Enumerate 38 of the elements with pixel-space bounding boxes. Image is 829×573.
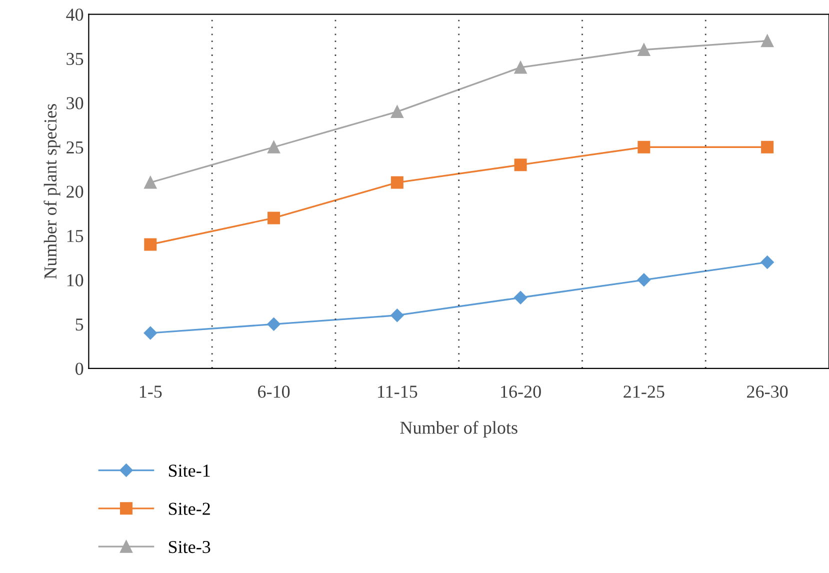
point: [268, 212, 280, 224]
point: [761, 140, 774, 154]
y-tick-label: 0: [76, 362, 84, 375]
point: [144, 176, 157, 189]
point: [514, 291, 528, 304]
legend-label: Site-1: [168, 464, 210, 477]
x-axis-title: Number of plots: [400, 420, 518, 438]
y-tick-label: 20: [66, 186, 84, 198]
y-tick-label: 35: [66, 52, 84, 66]
y-tick-label: 10: [67, 274, 84, 286]
point: [514, 61, 527, 74]
x-tick-label: 11-15: [378, 386, 418, 398]
point: [268, 140, 280, 154]
x-tick-label: 26-30: [747, 386, 788, 398]
point: [761, 34, 774, 48]
legend-label: Site-2: [168, 502, 210, 515]
point: [144, 326, 157, 340]
point: [390, 176, 404, 189]
y-axis-title: Number of plant species: [44, 104, 60, 279]
point: [390, 308, 404, 322]
point: [637, 273, 651, 286]
point: [514, 158, 527, 172]
point: [390, 105, 404, 118]
y-tick-label: 15: [67, 230, 84, 242]
point: [638, 43, 650, 56]
point: [267, 318, 280, 331]
x-tick-label: 6-10: [258, 386, 290, 398]
legend-label: Site-3: [168, 540, 210, 554]
x-tick-label: 16-20: [501, 386, 541, 398]
point: [638, 140, 650, 154]
y-tick-label: 5: [76, 318, 84, 331]
x-tick-label: 21-25: [624, 386, 664, 398]
x-tick-label: 1-5: [140, 386, 162, 398]
y-tick-label: 30: [66, 97, 84, 110]
point: [760, 256, 774, 269]
y-tick-label: 25: [66, 141, 84, 154]
y-tick-label: 40: [66, 8, 84, 21]
point: [144, 238, 157, 251]
